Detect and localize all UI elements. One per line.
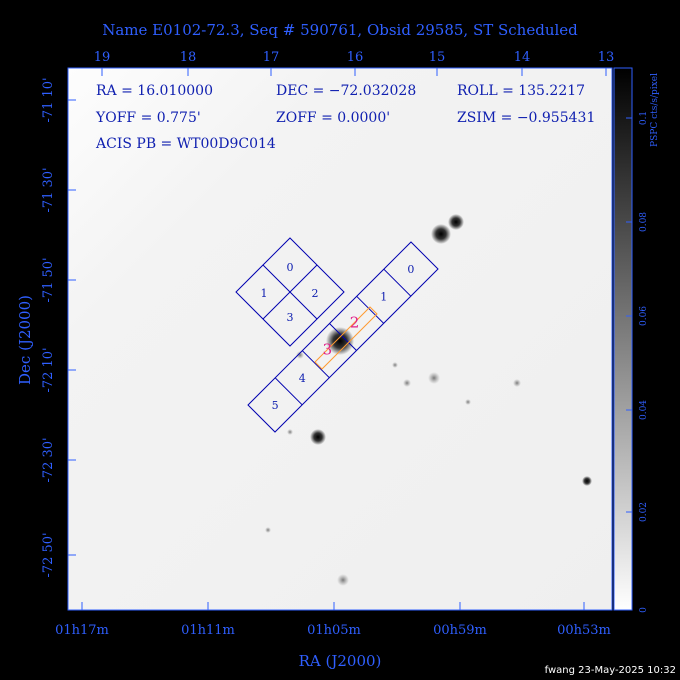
left-tick-label: -71 30': [41, 167, 56, 212]
acis-s: [247, 241, 439, 433]
source: [287, 429, 293, 435]
source: [326, 327, 354, 355]
source: [403, 379, 411, 387]
left-tick-label: -72 10': [41, 347, 56, 392]
chip-edge: [383, 268, 412, 297]
y-axis-title: Dec (J2000): [16, 295, 34, 385]
colorbar-tick-label: 0.06: [639, 306, 649, 326]
bottom-tick-label: 01h11m: [181, 623, 235, 638]
info-ra: RA = 16.010000: [96, 83, 213, 99]
bottom-tick-label: 01h05m: [307, 623, 361, 638]
info-zoff: ZOFF = 0.0000': [276, 110, 390, 126]
footer: fwang 23-May-2025 10:32: [545, 665, 676, 676]
chip-edge: [301, 350, 330, 379]
bottom-tick-label: 01h17m: [55, 623, 109, 638]
info-acis-pb: ACIS PB = WT00D9C014: [95, 136, 276, 152]
chip-edge: [356, 295, 385, 324]
top-tick-label: 14: [514, 50, 531, 65]
source: [582, 476, 592, 486]
source: [310, 429, 326, 445]
colorbar-title: PSPC cts/s/pixel: [650, 73, 660, 147]
info-roll: ROLL = 135.2217: [457, 83, 585, 99]
top-tick-label: 19: [94, 50, 111, 65]
chip-label: 0: [407, 263, 414, 276]
chip-edge: [274, 377, 303, 406]
source: [337, 574, 349, 586]
left-tick-label: -71 10': [41, 77, 56, 122]
colorbar-tick-label: 0.1: [639, 111, 649, 125]
chip-label: 5: [272, 399, 279, 412]
source: [296, 351, 304, 359]
left-tick-label: -72 30': [41, 437, 56, 482]
bottom-tick-label: 00h53m: [557, 623, 611, 638]
left-tick-label: -71 50': [41, 257, 56, 302]
source: [448, 214, 464, 230]
chip-label: 3: [323, 341, 333, 359]
top-tick-label: 18: [180, 50, 197, 65]
chip-label: 2: [312, 287, 319, 300]
chip-edge: [329, 323, 357, 351]
title: Name E0102-72.3, Seq # 590761, Obsid 295…: [102, 21, 578, 39]
source: [513, 379, 521, 387]
top-tick-label: 17: [263, 50, 280, 65]
top-tick-label: 16: [347, 50, 364, 65]
chip-label: 4: [299, 372, 306, 385]
x-axis-title: RA (J2000): [299, 652, 382, 670]
top-tick-label: 13: [598, 50, 615, 65]
source: [428, 372, 440, 384]
bottom-tick-label: 00h59m: [433, 623, 487, 638]
colorbar-tick-label: 0.08: [639, 212, 649, 232]
colorbar-tick-label: 0.04: [639, 400, 649, 420]
chip-label: 2: [350, 313, 360, 331]
chip-label: 1: [261, 287, 268, 300]
chip-label: 1: [380, 290, 387, 303]
info-zsim: ZSIM = −0.955431: [457, 110, 595, 126]
colorbar: [613, 67, 633, 611]
chip-label: 0: [287, 261, 294, 274]
source: [265, 527, 271, 533]
source: [465, 399, 471, 405]
chip-label: 3: [287, 311, 294, 324]
info-dec: DEC = −72.032028: [276, 83, 416, 99]
acis-i-outline: [235, 237, 345, 347]
colorbar-tick-label: 0.02: [639, 502, 649, 522]
chip-edge: [262, 264, 318, 320]
top-tick-label: 15: [429, 50, 446, 65]
acis-i: [235, 237, 345, 347]
slit-box: [314, 306, 378, 370]
left-tick-label: -72 50': [41, 532, 56, 577]
source: [431, 224, 451, 244]
info-yoff: YOFF = 0.775': [95, 110, 201, 126]
source: [392, 362, 398, 368]
sources: [265, 214, 592, 586]
colorbar-tick-label: 0: [639, 607, 649, 613]
